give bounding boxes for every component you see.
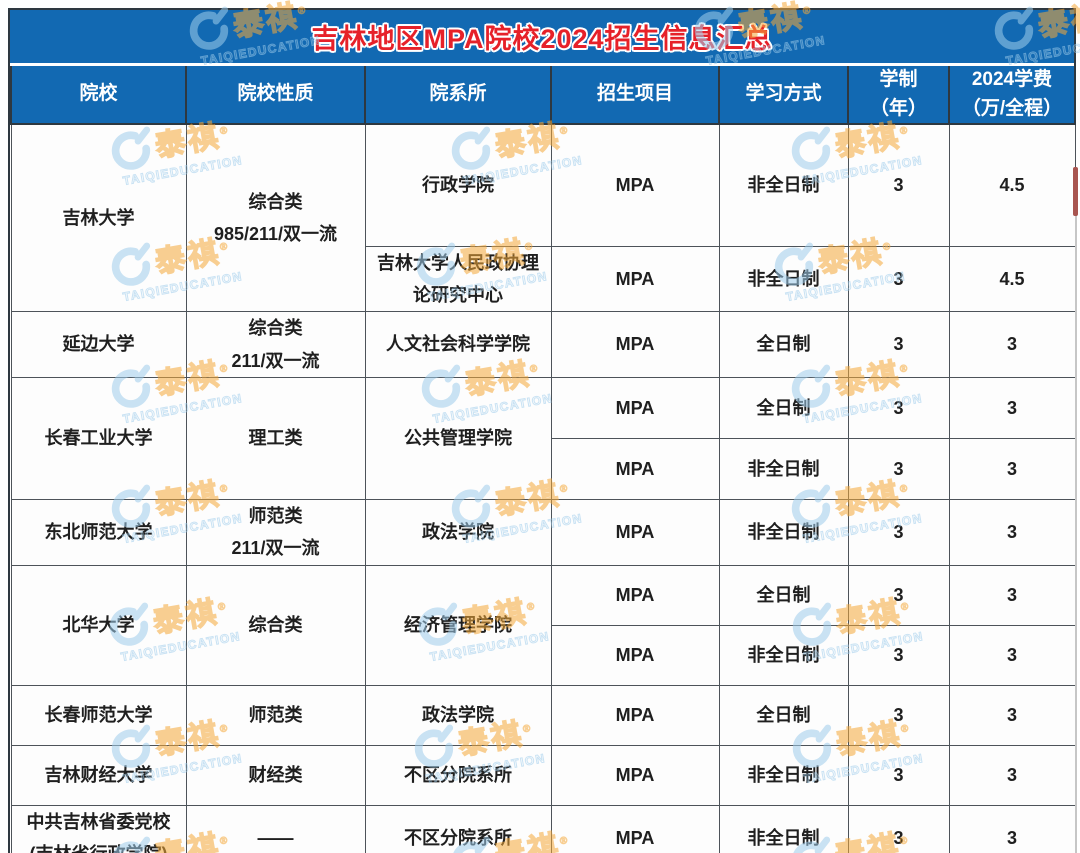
table-row: 吉林财经大学 财经类 不区分院系所 MPA 非全日制 3 3 [10, 744, 1076, 806]
table-cell: MPA [550, 311, 720, 379]
table-cell: 财经类 [185, 744, 366, 806]
table-cell: 3 [948, 684, 1076, 746]
table-cell: 3 [847, 499, 950, 566]
table-cell: 3 [847, 245, 950, 313]
table-row: MPA 非全日制 3 3 [11, 438, 1076, 501]
table-cell: 4.5 [948, 123, 1076, 247]
table-cell: 3 [948, 311, 1076, 379]
table-row: 北华大学 综合类 经济管理学院 MPA 全日制 3 3 [10, 564, 1076, 686]
table-cell: 全日制 [718, 311, 849, 379]
table-cell: MPA [550, 245, 720, 313]
table-cell: —— [185, 804, 366, 853]
table-cell: 3 [847, 684, 950, 746]
admissions-table: 院校 院校性质 院系所 招生项目 学习方式 学制 （年） 2024学费 （万/全程） 吉林大… [10, 66, 1076, 853]
table-cell: 延边大学 [10, 311, 187, 379]
table-cell: 综合类 [185, 564, 366, 686]
table-cell: 中共吉林省委党校 (吉林省行政学院) [10, 804, 187, 853]
table-title-bar: 吉林地区MPA院校2024招生信息汇总 [10, 10, 1074, 63]
header-row: 院校 院校性质 院系所 招生项目 学习方式 学制 （年） 2024学费 （万/全程） [10, 66, 1076, 125]
table-cell: MPA [550, 684, 720, 746]
table-row: 东北师范大学 师范类 211/双一流 政法学院 MPA 非全日制 3 3 [10, 499, 1076, 566]
table-cell: 吉林财经大学 [10, 744, 187, 806]
table-cell: 师范类 211/双一流 [185, 499, 366, 566]
table-cell: 3 [847, 311, 950, 379]
table-cell: 公共管理学院 [364, 377, 552, 501]
table-cell: 师范类 [185, 684, 366, 746]
table-cell: 3 [948, 564, 1076, 626]
table-cell: MPA [550, 377, 720, 440]
table-cell: 吉林大学 [10, 123, 187, 313]
table-cell: 政法学院 [364, 499, 552, 566]
table-cell: MPA [550, 499, 720, 566]
table-row: MPA 非全日制 3 3 [11, 624, 1076, 686]
table-cell: 全日制 [718, 684, 849, 746]
column-header: 学习方式 [718, 66, 849, 125]
table-cell: 3 [847, 377, 950, 440]
table-cell: 非全日制 [718, 123, 849, 247]
table-cell: 3 [847, 804, 950, 853]
table-cell: 政法学院 [364, 684, 552, 746]
column-header: 学制 （年） [847, 66, 950, 125]
table-cell: 北华大学 [10, 564, 187, 686]
table-cell: 非全日制 [718, 499, 849, 566]
table-cell: 综合类 211/双一流 [185, 311, 366, 379]
admissions-table-sheet: 吉林地区MPA院校2024招生信息汇总 院校 院校性质 院系所 招生项目 学习方式 学制 … [8, 8, 1076, 853]
table-row: 吉林大学 综合类 985/211/双一流 行政学院 MPA 非全日制 3 4.5 [10, 123, 1076, 313]
table-cell: 3 [847, 123, 950, 247]
table-cell: 3 [948, 438, 1076, 501]
title-divider [10, 63, 1074, 66]
table-cell: 3 [847, 564, 950, 626]
table-cell: 全日制 [718, 564, 849, 626]
table-cell: 非全日制 [718, 744, 849, 806]
table-row: 延边大学 综合类 211/双一流 人文社会科学学院 MPA 全日制 3 3 [10, 311, 1076, 379]
table-cell: 3 [948, 624, 1076, 686]
table-cell: 不区分院系所 [364, 804, 552, 853]
table-cell: 人文社会科学学院 [364, 311, 552, 379]
table-cell: MPA [550, 123, 720, 247]
page-title: 吉林地区MPA院校2024招生信息汇总 [311, 24, 773, 54]
table-row: 长春工业大学 理工类 公共管理学院 MPA 全日制 3 3 [10, 377, 1076, 501]
table-row: 长春师范大学 师范类 政法学院 MPA 全日制 3 3 [10, 684, 1076, 746]
table-cell: 长春师范大学 [10, 684, 187, 746]
table-cell: 非全日制 [718, 438, 849, 501]
table-row: 吉林大学人民政协理 论研究中心 MPA 非全日制 3 4.5 [11, 245, 1076, 313]
column-header: 院校性质 [185, 66, 366, 125]
table-cell: 全日制 [718, 377, 849, 440]
table-cell: 非全日制 [718, 804, 849, 853]
table-cell: 理工类 [185, 377, 366, 501]
table-cell: 3 [948, 377, 1076, 440]
table-cell: 3 [847, 624, 950, 686]
table-cell: 3 [948, 499, 1076, 566]
table-cell: MPA [550, 564, 720, 626]
table-cell: MPA [550, 438, 720, 501]
table-cell: 行政学院 [364, 123, 552, 247]
table-cell: 东北师范大学 [10, 499, 187, 566]
table-cell: 不区分院系所 [364, 744, 552, 806]
column-header: 院校 [10, 66, 187, 125]
table-cell: MPA [550, 624, 720, 686]
column-header: 招生项目 [550, 66, 720, 125]
table-cell: 3 [847, 744, 950, 806]
scrollbar-thumb[interactable] [1073, 167, 1078, 216]
table-cell: 3 [948, 744, 1076, 806]
table-cell: 4.5 [948, 245, 1076, 313]
table-cell: MPA [550, 804, 720, 853]
table-cell: 经济管理学院 [364, 564, 552, 686]
table-cell: 3 [847, 438, 950, 501]
table-cell: MPA [550, 744, 720, 806]
table-cell: 非全日制 [718, 245, 849, 313]
table-cell: 吉林大学人民政协理 论研究中心 [364, 245, 552, 313]
scrollbar-track [1075, 170, 1077, 853]
column-header: 2024学费 （万/全程） [948, 66, 1076, 125]
column-header: 院系所 [364, 66, 552, 125]
table-cell: 综合类 985/211/双一流 [185, 123, 366, 313]
table-cell: 非全日制 [718, 624, 849, 686]
table-cell: 3 [948, 804, 1076, 853]
table-cell: 长春工业大学 [10, 377, 187, 501]
